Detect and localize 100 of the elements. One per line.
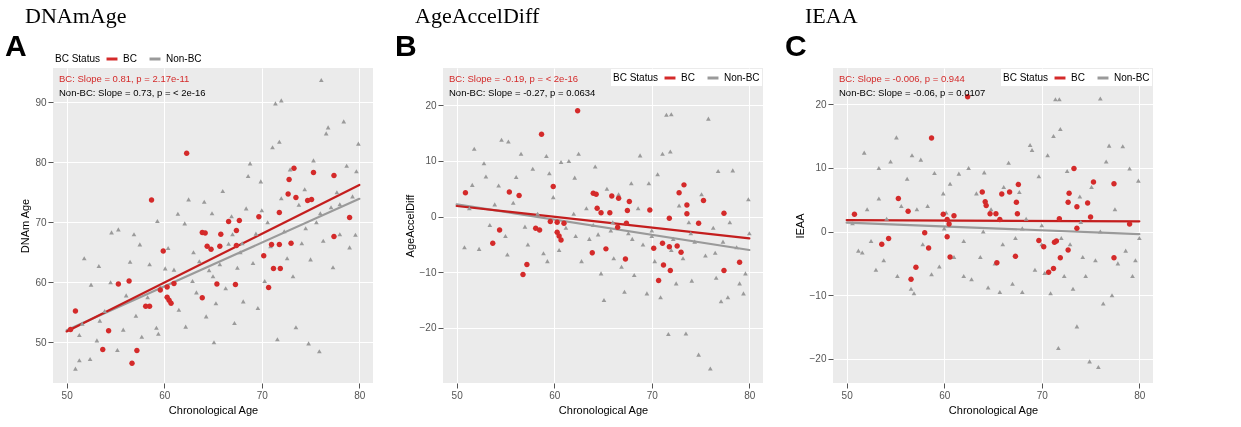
point <box>655 277 662 284</box>
x-tick-label: 70 <box>256 389 269 401</box>
point <box>1013 199 1020 206</box>
point <box>346 214 353 221</box>
chart-title: IEAA <box>805 3 858 28</box>
point <box>1087 214 1094 220</box>
y-tick-label: 50 <box>35 336 47 348</box>
point <box>666 215 673 221</box>
legend-label: BC <box>681 72 695 83</box>
point <box>232 281 239 288</box>
point <box>1006 189 1013 195</box>
point <box>265 284 272 291</box>
x-tick-label: 70 <box>646 389 659 401</box>
x-tick-label: 60 <box>549 389 561 401</box>
point <box>1126 221 1133 227</box>
x-tick-label: 50 <box>451 389 464 401</box>
annotation: Non-BC: Slope = -0.06, p = 0.0107 <box>839 87 986 98</box>
x-tick-label: 50 <box>61 389 74 401</box>
legend-label: Non-BC <box>166 53 202 64</box>
y-tick-label: −20 <box>809 353 827 365</box>
point <box>516 192 522 199</box>
annotation: Non-BC: Slope = -0.27, p = 0.0634 <box>449 87 596 98</box>
point <box>1057 254 1064 261</box>
point <box>666 243 673 250</box>
y-tick-label: 80 <box>35 156 47 168</box>
y-tick-label: −20 <box>419 322 437 334</box>
y-tick-label: 90 <box>35 96 47 108</box>
point <box>536 227 543 233</box>
point <box>851 211 858 218</box>
chart-title: AgeAccelDiff <box>415 3 540 28</box>
point <box>277 265 284 272</box>
point <box>1090 179 1097 185</box>
x-tick-label: 50 <box>841 389 854 401</box>
point <box>538 131 545 137</box>
point <box>276 241 283 248</box>
text: A <box>5 29 27 62</box>
legend-label: BC <box>123 53 137 64</box>
point <box>983 202 989 209</box>
point <box>550 183 556 190</box>
point <box>1071 165 1077 172</box>
point <box>547 218 554 225</box>
x-axis-title: Chronological Age <box>168 403 259 416</box>
legend-title: BC Status <box>1003 72 1049 83</box>
point <box>667 267 674 274</box>
point <box>331 233 337 240</box>
x-tick-label: 60 <box>159 389 171 401</box>
point <box>660 262 667 268</box>
y-tick-label: 60 <box>35 276 47 288</box>
point <box>276 209 283 216</box>
point <box>233 242 240 249</box>
point <box>650 245 657 252</box>
point <box>148 197 155 203</box>
annotation: BC: Slope = -0.006, p = 0.944 <box>839 73 965 84</box>
text: C <box>785 29 807 62</box>
y-tick-label: 0 <box>820 226 827 238</box>
point <box>895 195 902 202</box>
point <box>558 237 564 243</box>
y-axis-title: DNAm Age <box>19 198 32 254</box>
point <box>520 271 526 278</box>
point <box>496 227 503 233</box>
x-tick-label: 70 <box>1036 389 1049 401</box>
point <box>997 216 1003 223</box>
legend-label: Non-BC <box>1114 72 1150 83</box>
text: B <box>395 29 417 62</box>
y-tick-label: 10 <box>425 155 437 167</box>
point <box>225 218 232 225</box>
point <box>236 217 243 224</box>
legend-label: Non-BC <box>724 72 760 83</box>
y-axis-title: AgeAccelDiff <box>403 193 416 258</box>
y-tick-label: 20 <box>425 99 437 111</box>
point <box>736 259 743 265</box>
y-tick-label: −10 <box>419 266 437 278</box>
y-tick-label: −10 <box>809 289 827 301</box>
x-axis-title: Chronological Age <box>558 403 649 416</box>
point <box>233 227 240 234</box>
point <box>614 224 621 230</box>
x-tick-label: 80 <box>354 389 366 401</box>
point <box>105 328 112 334</box>
y-tick-label: 10 <box>815 162 827 174</box>
x-tick-label: 80 <box>1134 389 1146 401</box>
point <box>695 220 702 227</box>
annotation: BC: Slope = 0.81, p = 2.17e-11 <box>59 73 190 84</box>
y-tick-label: 20 <box>815 98 827 110</box>
x-axis-title: Chronological Age <box>948 403 1039 416</box>
annotation: BC: Slope = -0.19, p = < 2e-16 <box>449 73 579 84</box>
point <box>1045 269 1052 276</box>
y-tick-label: 0 <box>430 211 437 223</box>
legend-label: BC <box>1071 72 1085 83</box>
legend-title: BC Status <box>55 53 101 64</box>
point <box>928 135 935 141</box>
point <box>623 220 630 227</box>
point <box>72 308 79 314</box>
point <box>100 346 106 353</box>
point <box>462 189 469 196</box>
point <box>721 267 727 274</box>
point <box>1014 210 1021 217</box>
point <box>1036 237 1042 244</box>
y-tick-label: 70 <box>35 216 47 228</box>
point <box>944 233 950 240</box>
annotation: Non-BC: Slope = 0.73, p = < 2e-16 <box>59 87 206 98</box>
